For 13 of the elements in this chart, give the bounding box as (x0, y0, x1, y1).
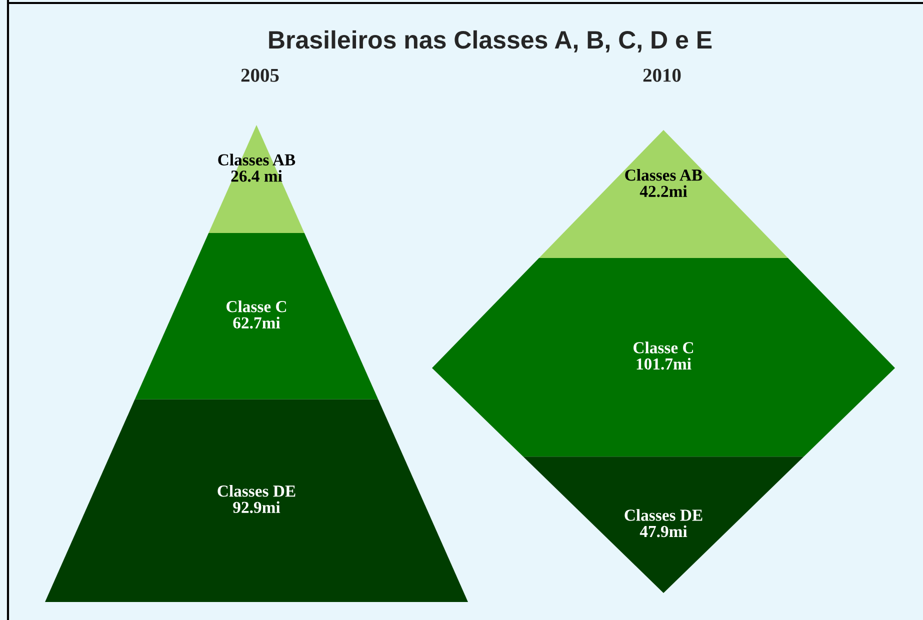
text: 2010 (643, 68, 681, 82)
data-label: 92.9mi (233, 501, 280, 514)
text: 2005 (241, 68, 279, 82)
category-label: Classes DE (218, 485, 296, 497)
data-label: 101.7mi (636, 358, 692, 370)
category-label: Classe C (634, 342, 694, 354)
data-label: 42.2mi (640, 185, 688, 198)
data-label: 62.7mi (233, 316, 280, 329)
category-label: Classes AB (625, 169, 702, 181)
category-label: Classe C (226, 300, 286, 312)
text: Brasileiros nas Classes A, B, C, D e E (269, 30, 712, 52)
data-label: 47.9mi (640, 525, 688, 538)
category-label: Classes DE (624, 509, 702, 521)
